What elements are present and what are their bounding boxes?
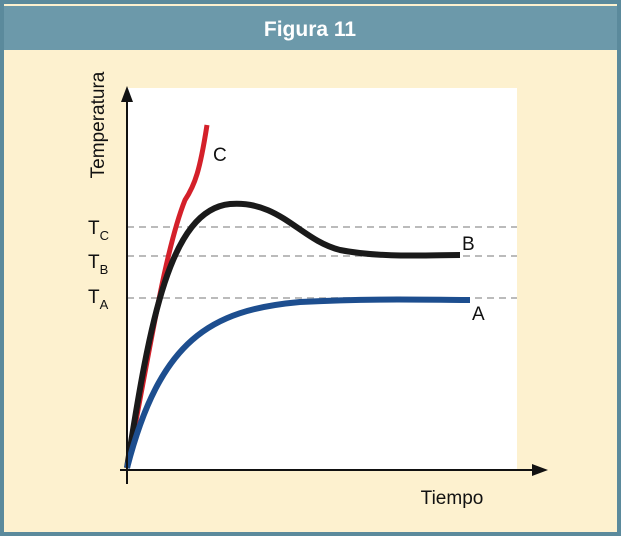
- level-labels: TC TB TA: [88, 218, 109, 312]
- x-label: Tiempo: [421, 488, 484, 509]
- level-label: TC: [88, 218, 109, 243]
- level-label: TA: [88, 287, 109, 312]
- y-arrow: [121, 86, 133, 102]
- y-label: Temperatura: [88, 71, 109, 178]
- header-bar: [4, 6, 617, 50]
- level-label: TB: [88, 252, 108, 277]
- header-title: Figura 11: [264, 18, 357, 41]
- curve-label: B: [462, 234, 475, 255]
- curve-a: [124, 296, 471, 469]
- curve-b: [124, 200, 461, 469]
- curve-label: C: [213, 145, 227, 166]
- axes: [120, 96, 538, 484]
- curve-label: A: [472, 304, 485, 325]
- x-arrow: [532, 464, 548, 476]
- plot-area: [127, 88, 517, 470]
- curve-labels: A B C: [213, 145, 485, 325]
